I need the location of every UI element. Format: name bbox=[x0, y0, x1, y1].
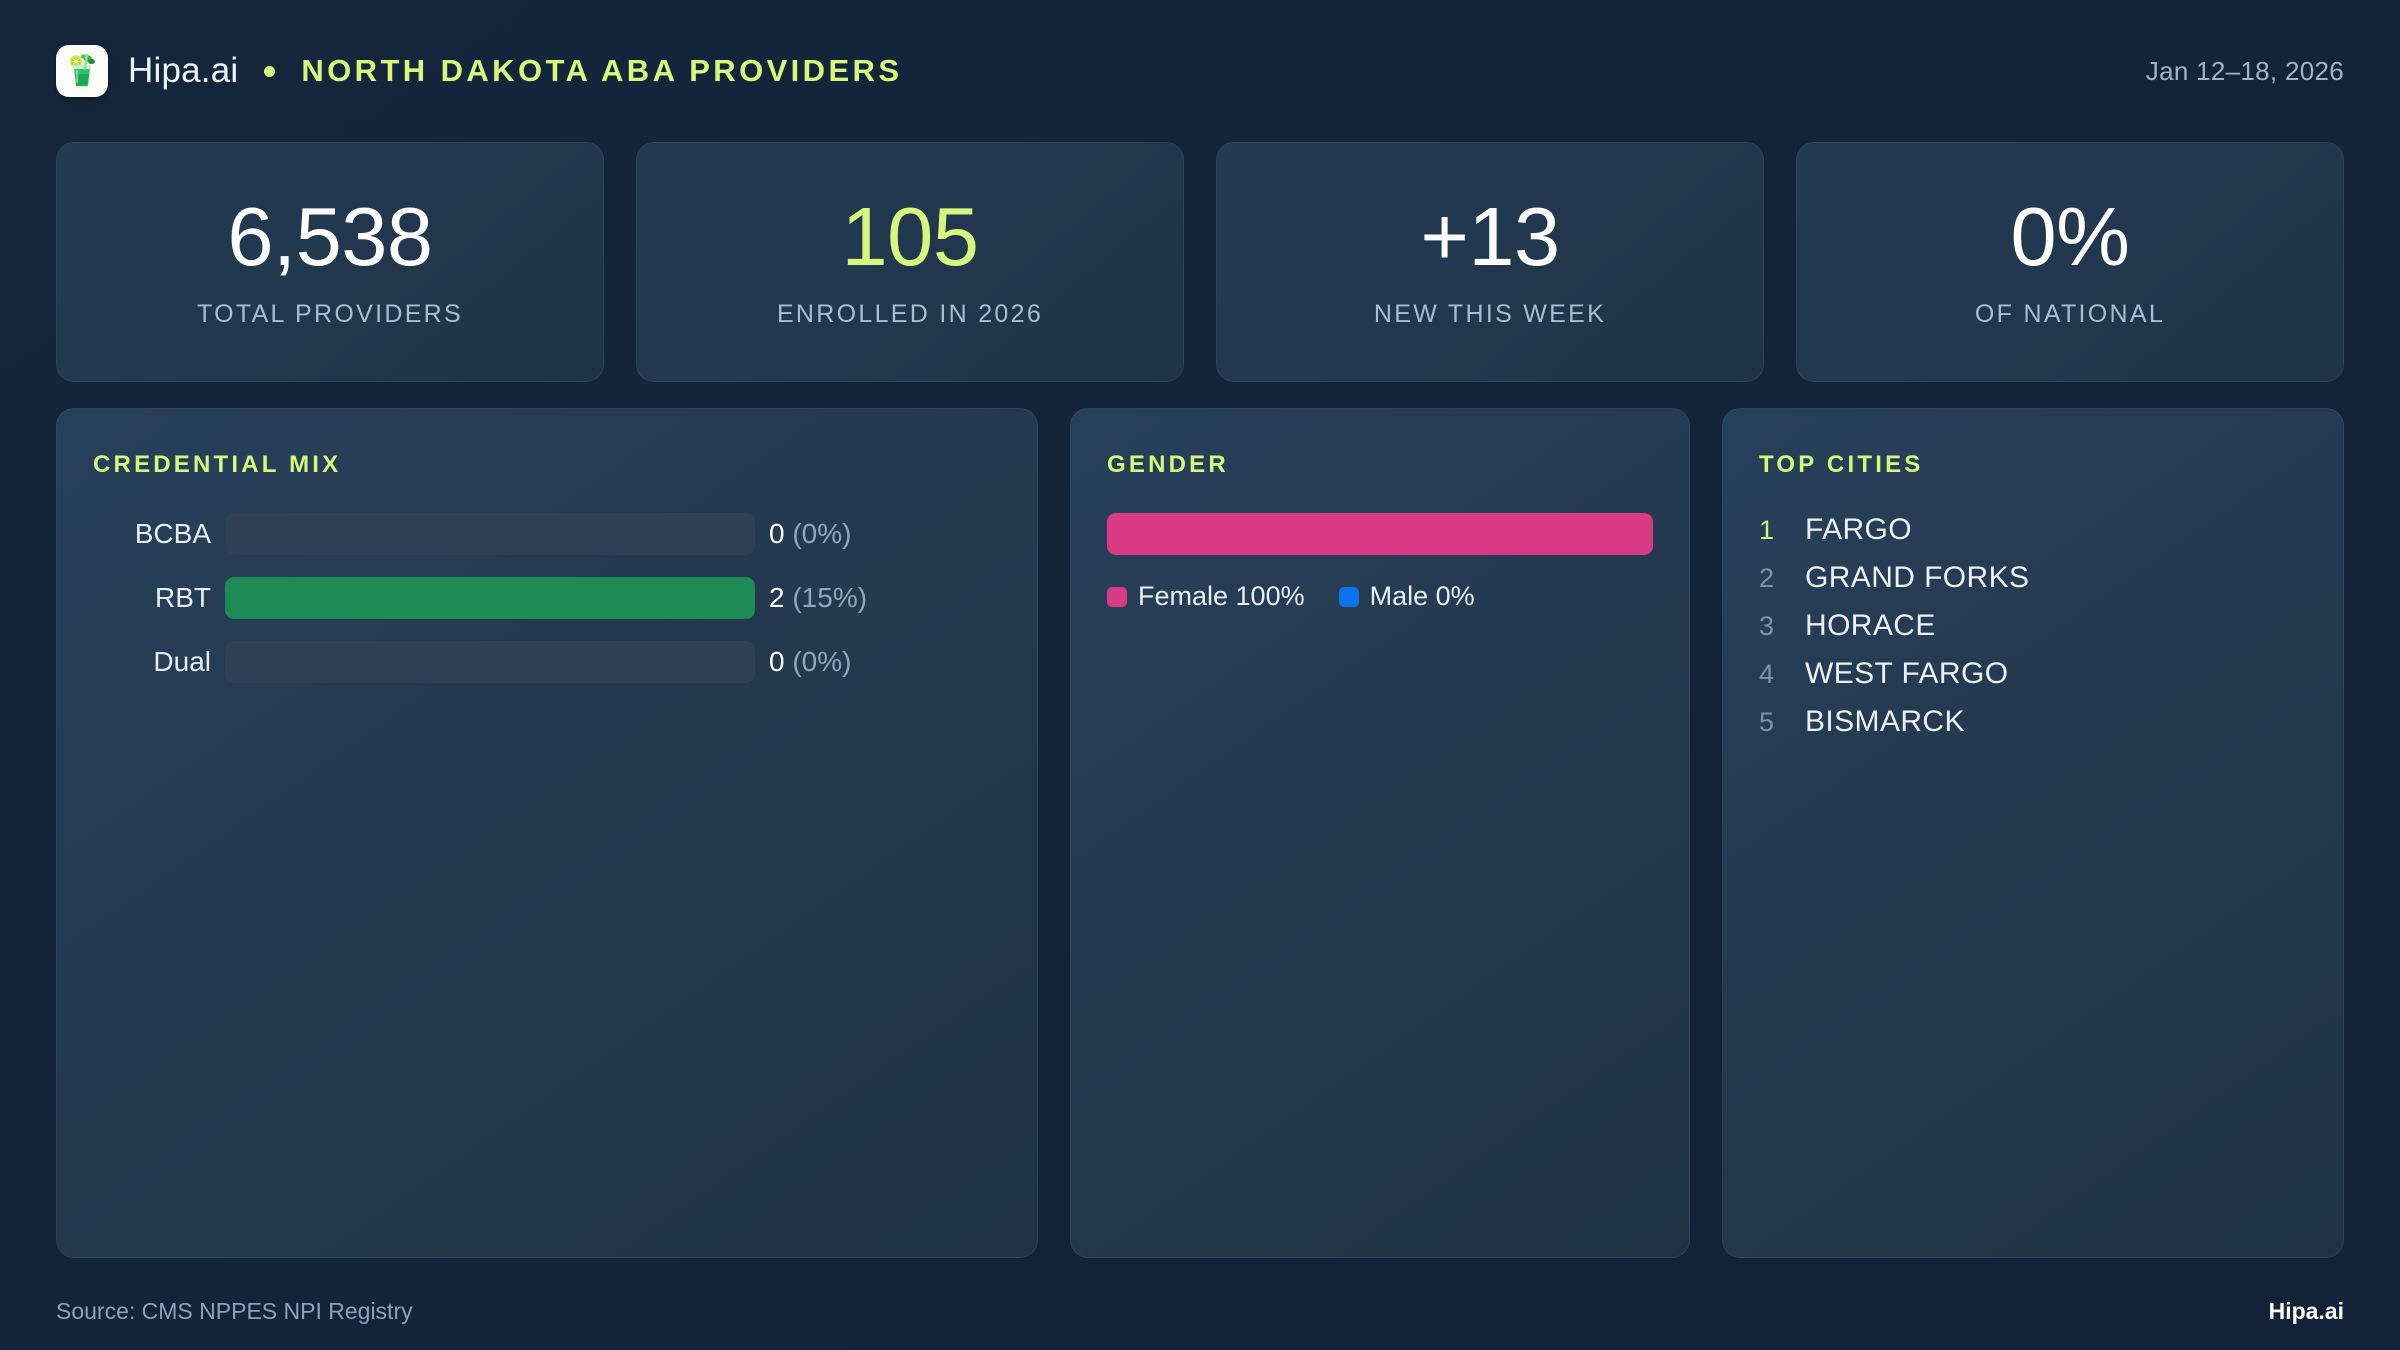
legend-label-male: Male 0% bbox=[1369, 581, 1475, 611]
city-name: HORACE bbox=[1805, 609, 1936, 642]
page-title: NORTH DAKOTA ABA PROVIDERS bbox=[301, 53, 903, 88]
panel-title: GENDER bbox=[1107, 451, 1229, 478]
kpi-row: 6,538 TOTAL PROVIDERS 105 ENROLLED IN 20… bbox=[56, 142, 2344, 382]
credential-bar-fill bbox=[225, 577, 755, 619]
brand-block: Hipa.ai NORTH DAKOTA ABA PROVIDERS bbox=[56, 45, 902, 97]
credential-label: BCBA bbox=[134, 518, 211, 549]
city-name: FARGO bbox=[1805, 513, 1913, 546]
list-item: 5 BISMARCK bbox=[1759, 705, 2307, 739]
city-name: WEST FARGO bbox=[1805, 657, 2009, 690]
credential-label: RBT bbox=[155, 582, 211, 613]
credential-row-bcba: BCBA 0 (0%) bbox=[93, 513, 1001, 555]
credential-bar-track bbox=[225, 641, 755, 683]
kpi-card-of-national: 0% OF NATIONAL bbox=[1796, 142, 2344, 382]
city-rank: 5 bbox=[1759, 707, 1775, 737]
footer-brand: Hipa.ai bbox=[2268, 1297, 2344, 1324]
kpi-value: 0% bbox=[2010, 190, 2130, 283]
kpi-label: OF NATIONAL bbox=[1974, 300, 2166, 328]
credential-label: Dual bbox=[153, 646, 211, 677]
mojito-glass-icon bbox=[56, 45, 108, 97]
credential-bar-track bbox=[225, 577, 755, 619]
kpi-value: 6,538 bbox=[227, 190, 433, 283]
city-rank: 3 bbox=[1759, 611, 1775, 641]
credential-row-dual: Dual 0 (0%) bbox=[93, 641, 1001, 683]
credential-percent: (15%) bbox=[792, 582, 868, 613]
gender-legend: Female 100% Male 0% bbox=[1107, 581, 1653, 612]
legend-swatch-female-icon bbox=[1107, 586, 1127, 607]
kpi-label: TOTAL PROVIDERS bbox=[196, 300, 464, 328]
legend-item-female: Female 100% bbox=[1107, 581, 1305, 612]
kpi-value: 105 bbox=[841, 190, 979, 283]
kpi-card-enrolled: 105 ENROLLED IN 2026 bbox=[636, 142, 1184, 382]
date-range: Jan 12–18, 2026 bbox=[2145, 55, 2344, 86]
kpi-label: ENROLLED IN 2026 bbox=[776, 300, 1044, 328]
list-item: 1 FARGO bbox=[1759, 513, 2307, 547]
credential-value: 0 (0%) bbox=[769, 518, 851, 550]
kpi-label: NEW THIS WEEK bbox=[1373, 300, 1607, 328]
legend-swatch-male-icon bbox=[1338, 586, 1359, 607]
credential-count: 2 bbox=[769, 582, 785, 613]
credential-percent: (0%) bbox=[792, 646, 852, 677]
panel-row: CREDENTIAL MIX BCBA 0 (0%) RBT bbox=[56, 408, 2344, 1272]
list-item: 4 WEST FARGO bbox=[1759, 657, 2307, 691]
city-rank: 4 bbox=[1759, 659, 1775, 689]
panel-title: TOP CITIES bbox=[1759, 451, 1924, 478]
credential-value: 2 (15%) bbox=[769, 582, 867, 614]
credential-value: 0 (0%) bbox=[769, 646, 851, 678]
city-list: 1 FARGO 2 GRAND FORKS 3 HORACE 4 WEST FA… bbox=[1759, 513, 2307, 739]
credential-bar-track bbox=[225, 513, 755, 555]
gender-stacked-bar bbox=[1107, 513, 1653, 555]
footer-source: Source: CMS NPPES NPI Registry bbox=[56, 1297, 413, 1324]
city-rank: 2 bbox=[1759, 563, 1775, 593]
city-rank: 1 bbox=[1759, 515, 1775, 545]
city-name: GRAND FORKS bbox=[1805, 561, 2030, 594]
credential-row-rbt: RBT 2 (15%) bbox=[93, 577, 1001, 619]
panel-gender: GENDER Female 100% Male 0% bbox=[1070, 408, 1690, 1258]
panel-credential-mix: CREDENTIAL MIX BCBA 0 (0%) RBT bbox=[56, 408, 1038, 1258]
kpi-card-new-this-week: +13 NEW THIS WEEK bbox=[1216, 142, 1764, 382]
list-item: 3 HORACE bbox=[1759, 609, 2307, 643]
kpi-card-total-providers: 6,538 TOTAL PROVIDERS bbox=[56, 142, 604, 382]
gender-segment-female bbox=[1107, 513, 1653, 555]
credential-count: 0 bbox=[769, 646, 785, 677]
list-item: 2 GRAND FORKS bbox=[1759, 561, 2307, 595]
credential-count: 0 bbox=[769, 518, 785, 549]
brand-name: Hipa.ai bbox=[128, 51, 239, 90]
city-name: BISMARCK bbox=[1805, 705, 1965, 738]
panel-top-cities: TOP CITIES 1 FARGO 2 GRAND FORKS 3 HORAC… bbox=[1722, 408, 2344, 1258]
legend-item-male: Male 0% bbox=[1338, 581, 1475, 612]
credential-percent: (0%) bbox=[792, 518, 852, 549]
page-footer: Source: CMS NPPES NPI Registry Hipa.ai bbox=[56, 1272, 2344, 1350]
credential-bar-list: BCBA 0 (0%) RBT 2 (1 bbox=[93, 513, 1001, 683]
kpi-value: +13 bbox=[1420, 190, 1560, 283]
panel-title: CREDENTIAL MIX bbox=[93, 451, 342, 478]
separator-dot-icon bbox=[264, 65, 276, 77]
legend-label-female: Female 100% bbox=[1138, 581, 1305, 611]
page-header: Hipa.ai NORTH DAKOTA ABA PROVIDERS Jan 1… bbox=[56, 0, 2344, 142]
